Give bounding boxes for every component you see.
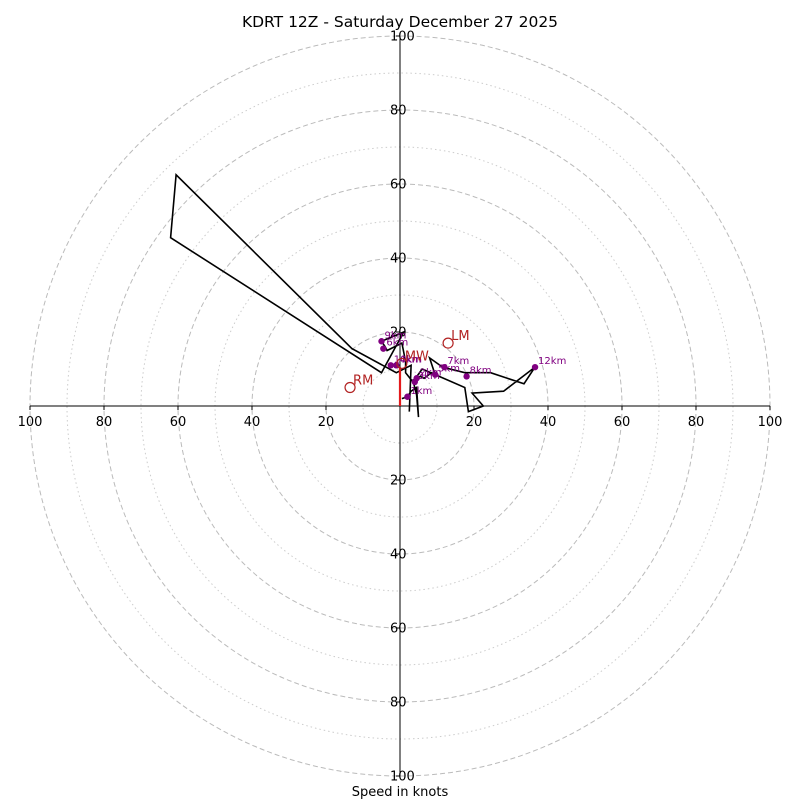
- height-marker-7km: [441, 363, 448, 371]
- x-tick-left-40: 40: [244, 415, 261, 430]
- height-label-9km: 9km: [385, 330, 407, 341]
- y-tick-bottom-80: 80: [390, 696, 407, 711]
- x-axis-label: Speed in knots: [352, 785, 449, 800]
- x-tick-right-20: 20: [466, 415, 483, 430]
- x-tick-right-80: 80: [688, 415, 705, 430]
- height-marker-9km: [378, 338, 385, 345]
- height-marker-8km: [463, 373, 470, 380]
- x-tick-right-60: 60: [614, 415, 631, 430]
- y-tick-bottom-100: 100: [390, 770, 415, 785]
- lm-motion-label: LM: [451, 329, 469, 344]
- x-tick-left-20: 20: [318, 415, 335, 430]
- height-marker-5km: [431, 371, 439, 378]
- chart-title: KDRT 12Z - Saturday December 27 2025: [242, 13, 558, 31]
- y-tick-bottom-60: 60: [390, 622, 407, 637]
- height-label-12km: 12km: [538, 356, 566, 367]
- y-tick-top-100: 100: [390, 30, 415, 45]
- y-tick-bottom-40: 40: [390, 548, 407, 563]
- lm-motion-marker: [442, 337, 454, 349]
- height-label-4km: 4km: [399, 354, 421, 365]
- mw-motion-marker: [396, 357, 408, 370]
- height-label-10km: 10km: [394, 354, 422, 365]
- x-tick-left-100: 100: [18, 415, 43, 430]
- height-label-5km: 5km: [438, 364, 460, 375]
- y-tick-top-80: 80: [390, 104, 407, 119]
- height-marker-6km: [380, 345, 387, 352]
- height-label-7km: 7km: [447, 356, 469, 367]
- height-marker-10km: [387, 362, 394, 369]
- height-label-3km: 3km: [418, 371, 440, 382]
- y-tick-bottom-20: 20: [390, 474, 407, 489]
- rm-motion-label: RM: [353, 374, 373, 389]
- x-tick-right-40: 40: [540, 415, 557, 430]
- mw-motion-label: MW: [405, 349, 429, 364]
- height-marker-3km: [411, 378, 418, 386]
- x-tick-right-100: 100: [758, 415, 783, 430]
- height-label-8km: 8km: [470, 365, 492, 376]
- rm-motion-marker: [344, 381, 356, 394]
- x-tick-left-80: 80: [96, 415, 113, 430]
- height-label-2km: 2km: [420, 367, 442, 378]
- y-tick-top-40: 40: [390, 252, 407, 267]
- storm-motion-markers: RM LM MW: [344, 329, 470, 394]
- height-label-1km: 1km: [410, 386, 432, 397]
- height-marker-12km: [531, 363, 539, 371]
- height-label-6km: 6km: [386, 338, 408, 349]
- height-marker-1km: [404, 393, 411, 400]
- x-tick-left-60: 60: [170, 415, 187, 430]
- y-tick-top-60: 60: [390, 178, 407, 193]
